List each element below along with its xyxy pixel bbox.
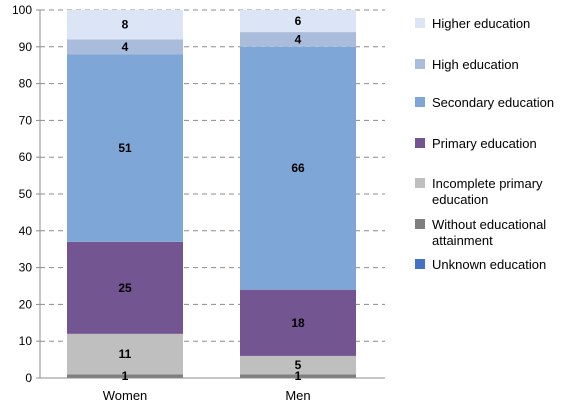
y-tick-label-80: 80 — [19, 77, 33, 91]
legend-swatch-incomplete-primary-education — [415, 178, 425, 188]
bar-men-without-educational-attainment — [240, 374, 356, 378]
y-tick-label-100: 100 — [12, 3, 32, 17]
legend-label-high-education: High education — [432, 57, 519, 72]
legend-swatch-higher-education — [415, 18, 425, 28]
bar-women-higher-education — [67, 10, 183, 40]
data-label-men-incomplete-primary-education: 5 — [295, 358, 302, 372]
y-tick-label-30: 30 — [19, 261, 33, 275]
data-label-men-high-education: 4 — [295, 32, 302, 46]
legend-label-incomplete-primary-education: Incomplete primary education — [432, 176, 543, 207]
bar-women-high-education — [67, 39, 183, 55]
x-axis-categories: Women Men — [103, 388, 311, 403]
data-label-women-high-education: 4 — [122, 40, 129, 54]
y-tick-label-40: 40 — [19, 224, 33, 238]
legend-swatch-high-education — [415, 59, 425, 69]
data-label-women-primary-education: 25 — [118, 281, 132, 295]
y-tick-label-20: 20 — [19, 297, 33, 311]
legend-label-without-educational-attainment: Without educational attainment — [432, 217, 546, 248]
bar-women-secondary-education — [67, 54, 183, 242]
legend-swatch-primary-education — [415, 138, 425, 148]
legend-label-unknown-education: Unknown education — [432, 257, 546, 272]
legend-label-higher-education: Higher education — [432, 16, 530, 31]
bar-women-without-educational-attainment — [67, 374, 183, 378]
data-label-women-without-educational-attainment: 1 — [122, 369, 129, 383]
legend-label-secondary-education: Secondary education — [432, 95, 554, 110]
y-tick-label-50: 50 — [19, 187, 33, 201]
data-label-men-higher-education: 6 — [295, 14, 302, 28]
y-tick-label-70: 70 — [19, 113, 33, 127]
bar-women-incomplete-primary-education — [67, 333, 183, 375]
data-label-women-higher-education: 8 — [122, 18, 129, 32]
legend: Higher education High education Secondary … — [415, 16, 554, 272]
y-tick-label-10: 10 — [19, 334, 33, 348]
legend-swatch-without-educational-attainment — [415, 219, 425, 229]
y-tick-label-90: 90 — [19, 40, 33, 54]
category-label-men: Men — [285, 388, 310, 403]
bar-men-high-education — [240, 32, 356, 47]
data-label-men-secondary-education: 66 — [291, 161, 305, 175]
data-label-women-incomplete-primary-education: 11 — [119, 347, 132, 361]
bar-men-secondary-education — [240, 46, 356, 290]
legend-label-primary-education: Primary education — [432, 136, 537, 151]
legend-swatch-secondary-education — [415, 97, 425, 107]
y-tick-label-0: 0 — [25, 371, 32, 385]
data-label-men-primary-education: 18 — [291, 316, 305, 330]
category-label-women: Women — [103, 388, 148, 403]
data-label-women-secondary-education: 51 — [118, 141, 132, 155]
bar-men-higher-education — [240, 10, 356, 33]
y-tick-label-60: 60 — [19, 150, 33, 164]
data-label-men-without-educational-attainment: 1 — [295, 369, 302, 383]
y-axis-ticks: 0 10 20 30 40 50 60 70 80 90 100 — [12, 3, 40, 385]
bars — [67, 10, 356, 378]
legend-swatch-unknown-education — [415, 259, 425, 269]
bar-men-primary-education — [240, 289, 356, 356]
bar-women-primary-education — [67, 241, 183, 334]
bar-men-incomplete-primary-education — [240, 355, 356, 375]
